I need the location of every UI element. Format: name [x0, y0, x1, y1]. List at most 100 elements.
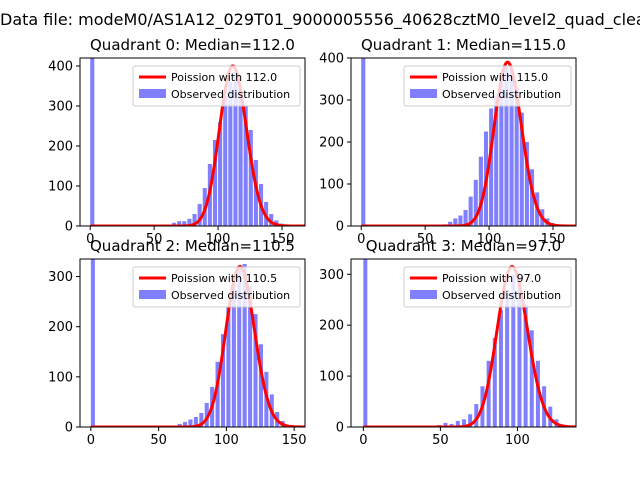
histogram-bar	[248, 286, 253, 427]
y-tick-label: 300	[48, 100, 73, 115]
legend-label-observed: Observed distribution	[171, 289, 290, 302]
histogram-bar	[529, 169, 535, 226]
histogram-bar	[463, 210, 468, 226]
histogram-bar	[499, 81, 504, 226]
y-tick-label: 200	[48, 320, 73, 335]
histogram-bar	[514, 87, 519, 226]
histogram-bar	[90, 58, 95, 226]
histogram-bar	[90, 259, 95, 427]
histogram-bar	[182, 221, 187, 226]
histogram-bar	[212, 140, 218, 226]
histogram-bar	[237, 266, 242, 427]
histogram-bar	[517, 281, 522, 427]
histogram-bar	[486, 360, 491, 427]
legend-label-poisson: Poission with 112.0	[171, 71, 277, 84]
histogram-bar	[492, 337, 497, 427]
histogram-bar	[443, 422, 448, 427]
axes-frame	[79, 258, 306, 428]
y-tick-label: 100	[319, 370, 344, 385]
histogram-bar	[458, 215, 463, 226]
histogram-bar	[223, 96, 228, 226]
histogram-bar	[177, 221, 182, 226]
histogram-bar	[474, 404, 479, 427]
legend-swatch-observed	[410, 89, 437, 98]
histogram-bar	[453, 218, 458, 226]
chart-quadrant-0: 0 50 100 150 0 100 200 300 400 Quadrant 0: Median…	[48, 36, 306, 247]
legend-box	[132, 266, 301, 308]
x-tick-label: 50	[417, 232, 434, 247]
chart-title: Quadrant 2: Median=110.5	[90, 237, 295, 255]
histogram-bar	[535, 360, 540, 427]
histogram-bar	[269, 214, 274, 226]
histogram-bar	[197, 204, 202, 226]
y-tick-label: 300	[48, 270, 73, 285]
legend-box	[132, 65, 301, 107]
histogram-bar	[218, 122, 223, 226]
histogram-bar	[233, 72, 238, 226]
chart-title: Quadrant 3: Median=97.0	[366, 237, 561, 255]
histogram-bar	[505, 289, 510, 427]
legend-box	[403, 266, 572, 308]
histogram-bar	[509, 68, 514, 226]
chart-title: Quadrant 1: Median=115.0	[361, 36, 566, 54]
x-tick-label: 0	[359, 433, 367, 448]
y-tick-label: 400	[48, 60, 73, 75]
x-tick-label: 100	[505, 433, 530, 448]
histogram-bar	[242, 264, 247, 427]
x-tick-label: 150	[282, 433, 307, 448]
histogram-bar	[172, 222, 177, 226]
histogram-bar	[215, 361, 220, 427]
histogram-bar	[448, 221, 453, 226]
x-tick-label: 150	[541, 232, 566, 247]
chart-title: Quadrant 0: Median=112.0	[90, 36, 295, 54]
chart-quadrant-3: 0 50 100 0 100 200 300 Quadrant 3: Median=97.0 P…	[319, 237, 577, 448]
x-tick-label: 50	[150, 433, 167, 448]
histogram-bar	[183, 421, 188, 427]
legend-swatch-observed	[410, 290, 437, 299]
histogram-bar	[231, 281, 236, 427]
y-tick-label: 300	[319, 94, 344, 109]
legend-box	[403, 65, 572, 107]
y-tick-label: 100	[48, 370, 73, 385]
histogram-bar	[204, 402, 209, 427]
histogram-bar	[199, 412, 204, 427]
legend-label-poisson: Poission with 97.0	[442, 272, 541, 285]
axes-frame	[79, 57, 306, 227]
histogram-bar	[187, 218, 192, 226]
histogram-bar	[188, 419, 193, 427]
histogram-bar	[524, 142, 529, 226]
y-tick-label: 200	[48, 140, 73, 155]
histogram-bar	[228, 82, 233, 226]
histogram-bar	[468, 196, 473, 226]
histogram-bar	[473, 179, 478, 226]
x-tick-label: 100	[214, 433, 239, 448]
chart-quadrant-1: 0 50 100 150 0 100 200 300 400 Quadrant 1: Median…	[319, 36, 577, 247]
histogram-bar	[478, 156, 483, 226]
poisson-curve	[363, 265, 576, 427]
axes-frame	[350, 258, 577, 428]
x-tick-label: 50	[432, 433, 449, 448]
legend-swatch-observed	[139, 290, 166, 299]
y-tick-label: 100	[319, 178, 344, 193]
histogram-bar	[455, 420, 460, 427]
histogram-bar	[248, 130, 253, 226]
histogram-bar	[220, 334, 226, 427]
y-tick-label: 300	[319, 268, 344, 283]
histogram-bar	[504, 66, 509, 226]
poisson-curve	[90, 264, 305, 427]
histogram-bar	[258, 344, 263, 427]
y-tick-label: 200	[319, 319, 344, 334]
histogram-bar	[523, 304, 528, 427]
histogram-bar	[361, 58, 366, 226]
y-tick-label: 0	[336, 220, 344, 235]
histogram-bar	[226, 306, 231, 427]
chart-quadrant-2: 0 50 100 150 0 100 200 300 Quadrant 2: Median=11…	[48, 237, 306, 448]
histogram-bar	[489, 108, 494, 226]
x-tick-label: 0	[87, 433, 95, 448]
histogram-bar	[529, 330, 534, 427]
x-tick-label: 50	[146, 232, 163, 247]
histogram-bar	[511, 274, 516, 427]
histogram-bar	[193, 416, 198, 427]
y-tick-label: 400	[319, 52, 344, 67]
poisson-curve	[361, 60, 576, 226]
